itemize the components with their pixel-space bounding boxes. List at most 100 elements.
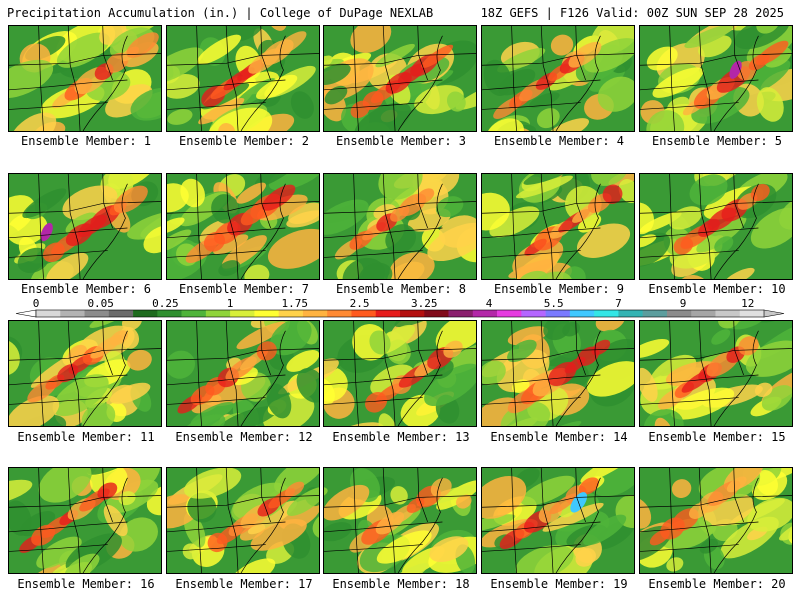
legend-swatch xyxy=(497,310,522,317)
member-label: Ensemble Member: 8 xyxy=(335,282,467,296)
legend-max-arrow xyxy=(763,309,785,318)
map-panel-member-1 xyxy=(8,25,162,132)
map-panel-member-5 xyxy=(639,25,793,132)
precip-map xyxy=(482,468,634,573)
precip-map xyxy=(324,26,476,131)
map-panel-member-15 xyxy=(639,320,793,427)
legend-min-arrow xyxy=(15,309,37,318)
member-label: Ensemble Member: 18 xyxy=(332,577,470,591)
member-label: Ensemble Member: 10 xyxy=(648,282,786,296)
legend-swatch xyxy=(302,310,328,317)
precip-map xyxy=(9,26,161,131)
member-label: Ensemble Member: 14 xyxy=(490,430,628,444)
map-panel-member-20 xyxy=(639,467,793,574)
legend-tick-label: 3.25 xyxy=(411,298,438,310)
legend-swatch xyxy=(60,310,85,317)
member-label: Ensemble Member: 7 xyxy=(178,282,310,296)
map-panel-member-18 xyxy=(323,467,477,574)
member-label: Ensemble Member: 17 xyxy=(175,577,313,591)
map-panel-member-7 xyxy=(166,173,320,280)
map-panel-member-16 xyxy=(8,467,162,574)
legend-swatch xyxy=(133,310,158,317)
legend-tick-label: 0 xyxy=(33,298,40,310)
valid-time: 18Z GEFS | F126 Valid: 00Z SUN SEP 28 20… xyxy=(480,6,784,20)
member-label: Ensemble Member: 16 xyxy=(17,577,155,591)
map-panel-member-14 xyxy=(481,320,635,427)
legend-tick-label: 9 xyxy=(680,298,687,310)
legend-swatch xyxy=(205,310,231,317)
page-title: Precipitation Accumulation (in.) | Colle… xyxy=(7,6,434,20)
map-panel-member-4 xyxy=(481,25,635,132)
legend-swatch xyxy=(448,310,474,317)
precip-map xyxy=(167,174,319,279)
precip-map xyxy=(640,26,792,131)
precip-map xyxy=(9,174,161,279)
legend-swatch xyxy=(108,310,134,317)
member-label: Ensemble Member: 12 xyxy=(175,430,313,444)
legend-swatch xyxy=(84,310,110,317)
precip-map xyxy=(482,174,634,279)
member-label: Ensemble Member: 6 xyxy=(20,282,152,296)
map-panel-member-19 xyxy=(481,467,635,574)
legend-tick-label: 4 xyxy=(486,298,493,310)
member-label: Ensemble Member: 11 xyxy=(17,430,155,444)
map-panel-member-2 xyxy=(166,25,320,132)
legend-swatch xyxy=(642,310,668,317)
precip-map xyxy=(482,321,634,426)
legend-swatch xyxy=(545,310,571,317)
legend-tick-label: 0.05 xyxy=(87,298,114,310)
precip-map xyxy=(640,321,792,426)
legend-swatch xyxy=(327,310,352,317)
member-label: Ensemble Member: 3 xyxy=(335,134,467,148)
map-panel-member-10 xyxy=(639,173,793,280)
legend-tick-label: 7 xyxy=(615,298,622,310)
legend-swatch xyxy=(594,310,619,317)
precip-map xyxy=(640,468,792,573)
map-panel-member-17 xyxy=(166,467,320,574)
legend-swatch xyxy=(181,310,207,317)
legend-swatch xyxy=(36,310,61,317)
legend-swatch xyxy=(351,310,377,317)
legend-swatch xyxy=(230,310,255,317)
map-panel-member-3 xyxy=(323,25,477,132)
legend-swatch xyxy=(739,310,765,317)
map-panel-member-6 xyxy=(8,173,162,280)
precip-map xyxy=(167,26,319,131)
member-label: Ensemble Member: 9 xyxy=(493,282,625,296)
precip-map xyxy=(9,321,161,426)
member-label: Ensemble Member: 1 xyxy=(20,134,152,148)
map-panel-member-8 xyxy=(323,173,477,280)
legend-swatch xyxy=(424,310,449,317)
map-panel-member-13 xyxy=(323,320,477,427)
precip-map xyxy=(9,468,161,573)
legend-swatch xyxy=(472,310,498,317)
member-label: Ensemble Member: 19 xyxy=(490,577,628,591)
legend-swatch xyxy=(715,310,741,317)
map-panel-member-9 xyxy=(481,173,635,280)
member-label: Ensemble Member: 15 xyxy=(648,430,786,444)
legend-tick-label: 12 xyxy=(741,298,754,310)
member-label: Ensemble Member: 4 xyxy=(493,134,625,148)
legend-swatch xyxy=(157,310,182,317)
legend-swatch xyxy=(400,310,425,317)
precip-map xyxy=(324,174,476,279)
legend-tick-label: 0.25 xyxy=(152,298,179,310)
precip-map xyxy=(324,321,476,426)
precip-map xyxy=(640,174,792,279)
legend-bar: 0 0.05 0.25 1 1.75 2.5 3.25 4 5.5 7 9 12 xyxy=(15,298,785,318)
member-label: Ensemble Member: 20 xyxy=(648,577,786,591)
legend-swatch xyxy=(666,310,692,317)
precip-map xyxy=(167,468,319,573)
member-label: Ensemble Member: 13 xyxy=(332,430,470,444)
map-panel-member-11 xyxy=(8,320,162,427)
legend-swatch xyxy=(618,310,643,317)
legend-swatch xyxy=(521,310,546,317)
precip-map xyxy=(167,321,319,426)
legend-tick-label: 2.5 xyxy=(350,298,370,310)
legend-tick-label: 1.75 xyxy=(282,298,309,310)
legend-swatch xyxy=(278,310,304,317)
legend-swatch xyxy=(691,310,716,317)
member-label: Ensemble Member: 5 xyxy=(651,134,783,148)
map-panel-member-12 xyxy=(166,320,320,427)
precip-map xyxy=(324,468,476,573)
